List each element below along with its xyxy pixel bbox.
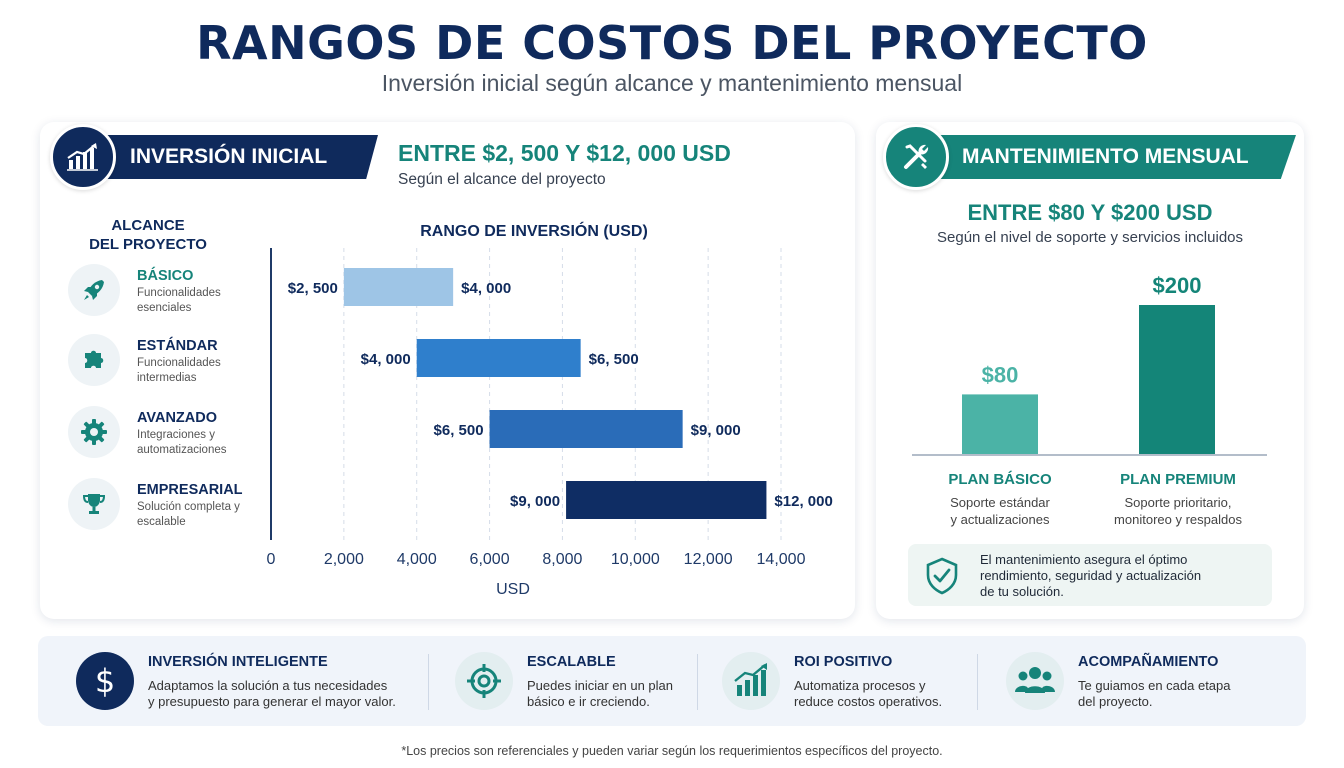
scope-name-avanzado: AVANZADO (137, 410, 218, 426)
scope-desc-empresarial: Solución completa y escalable (137, 501, 240, 528)
initial-investment-banner-label: INVERSIÓN INICIAL (130, 145, 328, 168)
puzzle-icon (68, 334, 120, 386)
disclaimer: *Los precios son referenciales y pueden … (401, 744, 943, 758)
plan-bar (1139, 305, 1215, 454)
feature-desc: Adaptamos la solución a tus necesidades … (148, 678, 396, 710)
maintenance-info-line-1: El mantenimiento asegura el óptimo (980, 552, 1188, 567)
plan-basico-desc: Soporte estándar y actualizaciones (910, 494, 1090, 528)
page-subtitle: Inversión inicial según alcance y manten… (381, 70, 963, 96)
plan-premium-desc-2: monitoreo y respaldos (1114, 512, 1242, 527)
scope-heading-line-2: DEL PROYECTO (89, 236, 207, 253)
range-bar-start-label: $9, 000 (510, 493, 560, 510)
range-bar-end-label: $9, 000 (691, 422, 741, 439)
feature-desc: Te guiamos en cada etapa del proyecto. (1078, 678, 1231, 710)
plan-premium-desc: Soporte prioritario, monitoreo y respald… (1088, 494, 1268, 528)
range-bar-end-label: $12, 000 (774, 493, 832, 510)
feature-desc-line: Automatiza procesos y (794, 678, 926, 693)
monthly-range: ENTRE $80 Y $200 USD (967, 200, 1213, 225)
chart-growth-icon (50, 124, 116, 190)
feature-title: INVERSIÓN INTELIGENTE (148, 654, 328, 670)
initial-range: ENTRE $2, 500 Y $12, 000 USD (398, 140, 731, 166)
range-bar (566, 481, 767, 519)
plan-basico-name: PLAN BÁSICO (948, 471, 1052, 488)
initial-note: Según el alcance del proyecto (398, 171, 606, 188)
plan-premium-desc-1: Soporte prioritario, (1124, 495, 1232, 510)
page-title: RANGOS DE COSTOS DEL PROYECTO (196, 16, 1148, 70)
plan-bar-value-label: $200 (1153, 273, 1202, 298)
range-bar (416, 339, 581, 377)
feature-desc-line: Adaptamos la solución a tus necesidades (148, 678, 388, 693)
range-bar-end-label: $4, 000 (461, 280, 511, 297)
range-bar-end-label: $6, 500 (589, 351, 639, 368)
scope-item-avanzado: AVANZADO Integraciones y automatizacione… (68, 406, 268, 462)
feature-title: ESCALABLE (527, 654, 616, 670)
range-bar (489, 410, 683, 448)
trophy-icon (68, 478, 120, 530)
scope-item-estandar: ESTÁNDAR Funcionalidades intermedias (68, 334, 268, 390)
range-bar (343, 268, 454, 306)
feature-desc-line: del proyecto. (1078, 694, 1153, 709)
initial-investment-banner: INVERSIÓN INICIAL (82, 135, 378, 179)
scope-name-empresarial: EMPRESARIAL (137, 482, 243, 498)
range-chart-xtick: 12,000 (684, 551, 733, 568)
range-chart-xtick: 8,000 (542, 551, 582, 568)
gear-icon (68, 406, 120, 458)
plan-basico-desc-2: y actualizaciones (950, 512, 1050, 527)
shield-check-icon (924, 556, 960, 601)
feature-divider (977, 654, 978, 710)
plan-premium-name: PLAN PREMIUM (1120, 471, 1236, 488)
range-chart-xtick: 4,000 (397, 551, 437, 568)
plan-basico-desc-1: Soporte estándar (950, 495, 1050, 510)
feature-desc-line: reduce costos operativos. (794, 694, 943, 709)
maintenance-info-line-3: de tu solución. (980, 584, 1064, 599)
feature-desc: Puedes iniciar en un plan básico e ir cr… (527, 678, 673, 710)
scope-heading: ALCANCE DEL PROYECTO (68, 216, 228, 254)
monthly-note: Según el nivel de soporte y servicios in… (937, 229, 1243, 246)
scope-name-estandar: ESTÁNDAR (137, 338, 218, 354)
maintenance-info-box: El mantenimiento asegura el óptimo rendi… (908, 544, 1272, 606)
feature-desc-line: Puedes iniciar en un plan (527, 678, 673, 693)
scope-item-basico: BÁSICO Funcionalidades esenciales (68, 264, 268, 320)
feature-desc-line: básico e ir creciendo. (527, 694, 650, 709)
feature-title: ACOMPAÑAMIENTO (1078, 654, 1219, 670)
range-chart-xtick: 14,000 (757, 551, 806, 568)
range-bar-start-label: $4, 000 (361, 351, 411, 368)
range-chart-xlabel: USD (496, 581, 530, 598)
maintenance-info-line-2: rendimiento, seguridad y actualización (980, 568, 1202, 583)
plan-bar-value-label: $80 (982, 362, 1019, 387)
features-band (38, 636, 1306, 726)
range-chart-xtick: 6,000 (470, 551, 510, 568)
range-bar-start-label: $6, 500 (434, 422, 484, 439)
plan-bar (962, 394, 1038, 454)
scope-heading-line-1: ALCANCE (111, 217, 185, 234)
target-icon (455, 652, 513, 710)
scope-name-basico: BÁSICO (137, 268, 194, 284)
scope-desc-estandar: Funcionalidades intermedias (137, 357, 221, 384)
range-bar-start-label: $2, 500 (288, 280, 338, 297)
monthly-maintenance-banner: MANTENIMIENTO MENSUAL (916, 135, 1296, 179)
range-chart-title: RANGO DE INVERSIÓN (USD) (420, 221, 648, 240)
team-icon (1006, 652, 1064, 710)
range-chart-xtick: 2,000 (324, 551, 364, 568)
feature-desc-line: Te guiamos en cada etapa (1078, 678, 1231, 693)
feature-divider (697, 654, 698, 710)
feature-desc: Automatiza procesos y reduce costos oper… (794, 678, 942, 710)
scope-item-empresarial: EMPRESARIAL Solución completa y escalabl… (68, 478, 268, 534)
monthly-maintenance-banner-label: MANTENIMIENTO MENSUAL (962, 145, 1249, 168)
feature-desc-line: y presupuesto para generar el mayor valo… (148, 694, 396, 709)
scope-desc-avanzado: Integraciones y automatizaciones (137, 429, 227, 456)
growth-chart-icon (722, 652, 780, 710)
rocket-icon (68, 264, 120, 316)
feature-title: ROI POSITIVO (794, 654, 893, 670)
range-chart-xtick: 0 (267, 551, 276, 568)
feature-divider (428, 654, 429, 710)
scope-desc-basico: Funcionalidades esenciales (137, 287, 221, 314)
tools-icon (883, 124, 949, 190)
maintenance-info-text: El mantenimiento asegura el óptimo rendi… (980, 552, 1201, 600)
range-chart-xtick: 10,000 (611, 551, 660, 568)
dollar-icon: $ (76, 652, 134, 710)
